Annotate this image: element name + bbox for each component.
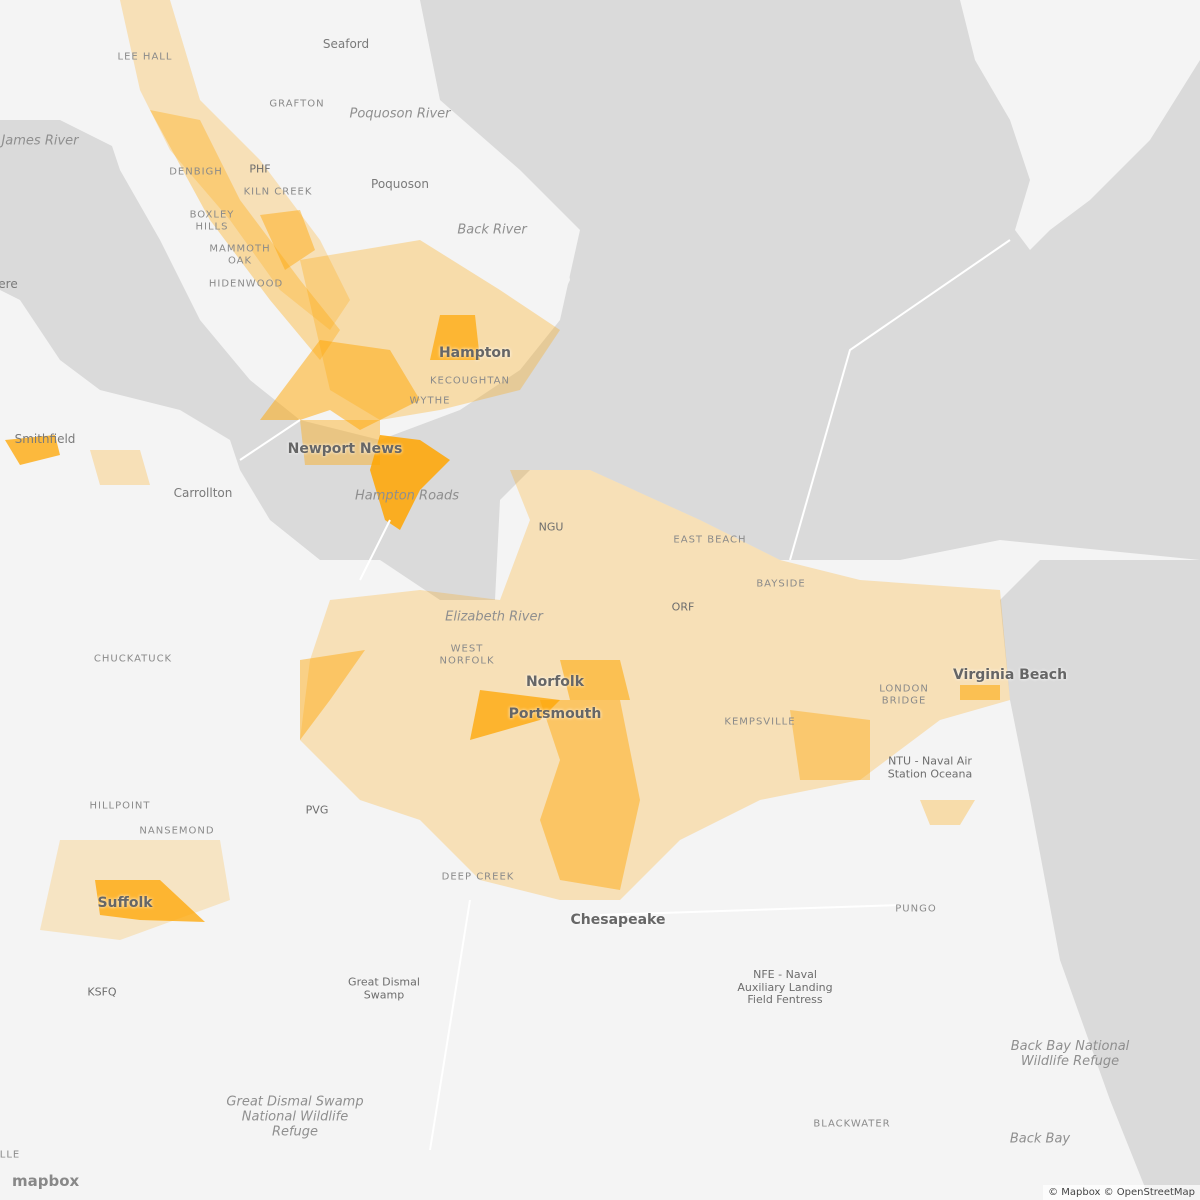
bay-water [0, 0, 1200, 600]
map-label: HILLPOINT [89, 800, 151, 812]
map-label: Chesapeake [570, 911, 666, 928]
map-label: BOXLEY HILLS [189, 209, 235, 233]
attribution[interactable]: © Mapbox © OpenStreetMap [1043, 1185, 1200, 1200]
map-label: NGU [538, 520, 564, 534]
map-label: KSFQ [87, 985, 117, 999]
map-label: PUNGO [895, 903, 937, 915]
map-label: DEEP CREEK [441, 871, 515, 883]
choropleth [5, 0, 1010, 940]
map-label: Back Bay National Wildlife Refuge [1010, 1039, 1130, 1069]
map-label: LONDON BRIDGE [879, 683, 929, 707]
map-label: ere [0, 277, 18, 292]
map-label: DENBIGH [169, 166, 223, 178]
map-label: Norfolk [525, 673, 585, 690]
map-label: Smithfield [14, 432, 76, 447]
map-label: NFE - Naval Auxiliary Landing Field Fent… [737, 968, 833, 1007]
roads [239, 239, 1011, 1151]
map-label: Hampton Roads [354, 488, 460, 504]
map-label: PVG [305, 803, 329, 817]
map-label: Great Dismal Swamp National Wildlife Ref… [226, 1094, 364, 1140]
map-label: KILN CREEK [243, 186, 313, 198]
map-label: Back Bay [1009, 1131, 1071, 1147]
map-label: Poquoson [371, 177, 429, 192]
map-label: EAST BEACH [673, 534, 747, 546]
eastern-shore [960, 0, 1200, 250]
map-label: LEE HALL [117, 51, 173, 63]
map-label: Suffolk [97, 894, 153, 911]
ocean-shore [1000, 560, 1200, 1200]
map-label: Portsmouth [508, 705, 602, 722]
map-label: BLACKWATER [813, 1118, 891, 1130]
map-label: Back River [457, 222, 527, 238]
map-label: James River [1, 133, 79, 149]
map-label: WEST NORFOLK [439, 643, 495, 667]
map-label: PHF [249, 162, 271, 176]
map-label: ORF [671, 600, 695, 614]
map-label: NANSEMOND [139, 825, 215, 837]
map-label: LLE [0, 1149, 21, 1161]
map-label: Hampton [438, 344, 512, 361]
map-label: WYTHE [409, 395, 451, 407]
map-label: Virginia Beach [952, 666, 1068, 683]
map-label: CHUCKATUCK [93, 653, 173, 665]
map-label: GRAFTON [269, 98, 325, 110]
map-label: Elizabeth River [445, 609, 543, 625]
map-label: Poquoson River [349, 106, 451, 122]
map-label: BAYSIDE [756, 578, 806, 590]
map-label: Carrollton [173, 486, 233, 501]
map-label: NTU - Naval Air Station Oceana [887, 754, 973, 780]
map-label: KEMPSVILLE [724, 716, 796, 728]
map-label: KECOUGHTAN [430, 375, 510, 387]
map-label: MAMMOTH OAK [209, 243, 271, 267]
map-label: Newport News [287, 440, 403, 457]
map-label: Great Dismal Swamp [348, 975, 420, 1001]
mapbox-logo[interactable]: mapbox [12, 1172, 80, 1190]
map-label: HIDENWOOD [208, 278, 284, 290]
map-label: Seaford [322, 37, 370, 52]
